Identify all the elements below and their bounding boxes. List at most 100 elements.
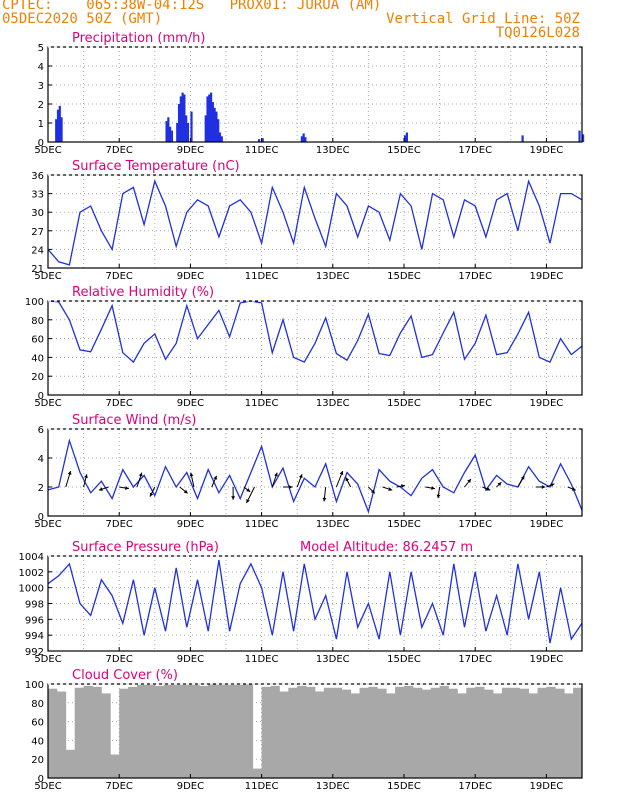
precip-xtick-label: 19DEC [530, 145, 564, 156]
wind-xtick-label: 5DEC [34, 519, 61, 530]
precip-bar [405, 132, 408, 142]
cloud-bar [555, 688, 565, 778]
cloud-bar [430, 687, 440, 778]
temp-xtick-label: 11DEC [245, 271, 279, 282]
wind-panel: Surface Wind (m/s) 0 2 4 6 5DEC 7DEC 9DEC 11DEC 1… [34, 413, 583, 530]
press-series-line [47, 559, 583, 644]
cloud-bar [119, 688, 129, 778]
cloud-bar [537, 687, 547, 778]
press-xtick-label: 13DEC [316, 654, 350, 665]
cloud-bar [368, 686, 378, 778]
press-ytick-label: 1002 [19, 568, 44, 579]
cloud-bar [404, 685, 414, 778]
cloud-bar [145, 684, 156, 778]
wind-xtick-label: 7DEC [106, 519, 133, 530]
precip-bar [215, 111, 218, 142]
wind-frame [47, 428, 583, 517]
wind-arrow-head [189, 472, 194, 477]
cloud-bar [110, 754, 120, 778]
precip-bar [220, 136, 223, 142]
rh-xtick-label: 17DEC [458, 398, 492, 409]
press-ytick-label: 1000 [19, 584, 44, 595]
rh-xtick-label: 7DEC [106, 398, 133, 409]
precip-bar [206, 96, 209, 142]
cloud-ytick-label: 100 [25, 680, 44, 691]
rh-series-line [47, 300, 583, 364]
cloud-ytick-label: 40 [31, 736, 44, 747]
precip-xtick-label: 15DEC [387, 145, 421, 156]
precip-bar [183, 94, 186, 142]
precip-bar [176, 123, 179, 142]
precip-bar [258, 139, 261, 142]
temp-series-line [47, 179, 583, 266]
wind-arrow-head [345, 477, 350, 482]
header-line1: CPTEC: 065:38W-04:12S PROX01: JURUA (AM) [2, 0, 382, 13]
precip-bar [185, 115, 188, 142]
cloud-bar [359, 687, 369, 778]
wind-arrow-head [339, 471, 344, 475]
wind-arrow-head [520, 475, 525, 480]
cloud-bar [493, 693, 503, 778]
precip-bar [179, 96, 182, 142]
rh-xtick-label: 11DEC [245, 398, 279, 409]
precip-bar [170, 130, 174, 142]
cloud-bar [306, 686, 316, 778]
cloud-bar [163, 684, 173, 778]
rh-ytick-label: 100 [25, 297, 44, 308]
press-ytick-label: 996 [25, 615, 44, 626]
precip-xtick-label: 5DEC [34, 145, 61, 156]
rh-title: Relative Humidity (%) [72, 285, 214, 300]
precip-bar [177, 104, 181, 142]
cloud-ytick-label: 20 [31, 755, 44, 766]
cloud-xtick-label: 17DEC [458, 781, 492, 792]
precip-bar [167, 117, 170, 142]
cloud-bar [154, 685, 165, 778]
cloud-xtick-label: 15DEC [387, 781, 421, 792]
rh-xtick-label: 19DEC [530, 398, 564, 409]
precip-panel: Precipitation (mm/h) 0 1 2 3 4 5 5DEC 7DEC 9DEC 11… [34, 31, 585, 156]
wind-arrow-head [246, 488, 251, 492]
cloud-bar [510, 687, 521, 778]
grid-note: Vertical Grid Line: 50Z [386, 11, 580, 27]
precip-bar [56, 109, 60, 142]
cloud-xtick-label: 9DEC [177, 781, 204, 792]
temp-ytick-label: 27 [31, 227, 44, 238]
precip-bar [60, 117, 63, 142]
precip-title: Precipitation (mm/h) [72, 31, 205, 46]
rh-xtick-label: 9DEC [177, 398, 204, 409]
cloud-bar [528, 693, 538, 778]
wind-arrow-head [571, 487, 576, 491]
cloud-xtick-label: 19DEC [530, 781, 564, 792]
wind-arrow-head [298, 474, 303, 479]
precip-ytick-label: 0 [38, 138, 44, 149]
wind-arrow-head [274, 472, 278, 477]
temp-ytick-label: 36 [31, 171, 44, 182]
precip-bar [300, 136, 303, 142]
cloud-bar [252, 768, 262, 778]
wind-arrow-head [213, 475, 217, 480]
temp-ytick-label: 30 [31, 208, 44, 219]
cloud-bar [484, 689, 494, 778]
cloud-xtick-label: 11DEC [245, 781, 279, 792]
wind-arrow-head [67, 471, 72, 475]
precip-xtick-label: 9DEC [177, 145, 204, 156]
cloud-bar [101, 693, 111, 778]
precip-bar [208, 94, 211, 142]
precip-bar [169, 126, 172, 142]
rh-panel: Relative Humidity (%) 0 20 40 60 80 100 5DEC 7DE… [25, 285, 583, 409]
precip-ytick-label: 5 [38, 43, 44, 54]
cloud-bar [573, 687, 583, 778]
temp-xtick-label: 9DEC [177, 271, 204, 282]
temp-title: Surface Temperature (nC) [72, 159, 240, 174]
wind-arrow-head [183, 489, 188, 494]
precip-bar [578, 130, 581, 142]
wind-arrow-head [388, 487, 393, 491]
press-ytick-label: 994 [25, 631, 44, 642]
wind-ytick-label: 4 [38, 454, 44, 465]
cloud-bar [323, 687, 334, 778]
wind-arrow-head [486, 487, 491, 491]
wind-xtick-label: 9DEC [177, 519, 204, 530]
cloud-bar [74, 687, 84, 778]
cloud-bar [226, 684, 236, 778]
